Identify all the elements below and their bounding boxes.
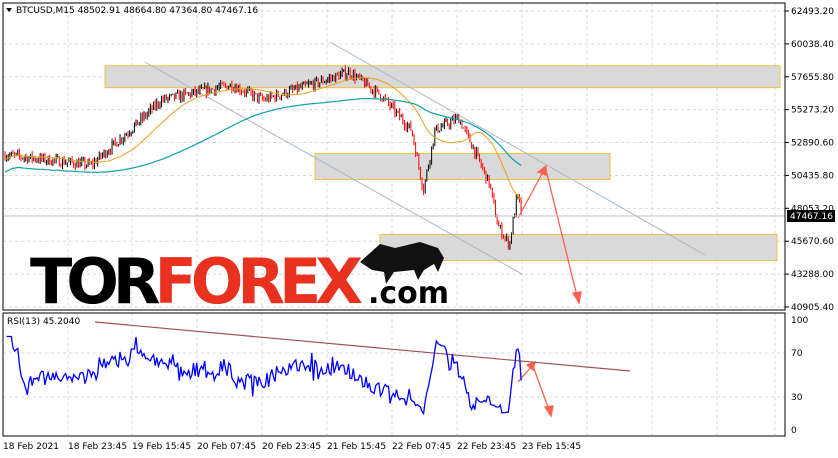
main-panel-border <box>2 2 786 311</box>
price-tick-label: 60038.40 <box>791 40 834 50</box>
price-tick-label: 52890.60 <box>791 139 834 149</box>
dropdown-triangle-icon[interactable] <box>6 8 12 12</box>
channel-upper <box>329 41 706 256</box>
time-tick-label: 21 Feb 15:45 <box>327 442 386 452</box>
rsi-axis: 100 70 30 0 <box>791 316 808 436</box>
price-tick-label: 57655.80 <box>791 73 834 83</box>
price-tick-label: 40905.40 <box>791 303 834 313</box>
rsi-tick-label: 70 <box>791 349 803 359</box>
rsi-tick-label: 100 <box>791 316 808 326</box>
symbol-label: BTCUSD,M15 48502.91 48664.80 47364.80 47… <box>16 6 258 16</box>
price-candles <box>4 65 522 250</box>
price-tick-label: 55273.20 <box>791 106 834 116</box>
price-tick-label: 50435.80 <box>791 171 834 181</box>
time-tick-label: 20 Feb 07:45 <box>197 442 256 452</box>
rsi-tick-label: 30 <box>791 393 803 403</box>
price-zone <box>104 65 781 89</box>
current-price-label: 47467.16 <box>790 212 833 222</box>
torforex-logo: TORFOREX .com <box>30 242 449 318</box>
time-tick-label: 22 Feb 23:45 <box>457 442 516 452</box>
time-tick-label: 18 Feb 23:45 <box>68 442 127 452</box>
svg-text:TORFOREX: TORFOREX <box>30 245 362 318</box>
rsi-tick-label: 0 <box>791 426 797 436</box>
support-resistance-zones <box>104 65 781 261</box>
time-axis: 18 Feb 2021 18 Feb 23:45 19 Feb 15:45 20 Fe… <box>3 442 581 452</box>
time-tick-label: 18 Feb 2021 <box>3 442 59 452</box>
ma-fast <box>4 76 522 201</box>
rsi-trendline <box>94 321 631 372</box>
svg-text:.com: .com <box>368 276 449 311</box>
rsi-line <box>6 335 522 416</box>
current-price-tag <box>787 210 835 222</box>
price-tick-label: 62493.20 <box>791 7 834 17</box>
price-tick-label: 43288.00 <box>791 270 834 280</box>
price-axis: 62493.20 60038.40 57655.80 55273.20 52890.60… <box>785 7 834 313</box>
rsi-label: RSI(13) 45.2040 <box>7 317 80 327</box>
channel-lower <box>144 61 523 275</box>
price-tick-label: 45670.60 <box>791 237 834 247</box>
time-tick-label: 20 Feb 23:45 <box>262 442 321 452</box>
rsi-panel-border <box>2 312 786 437</box>
forecast-arrows <box>517 164 582 418</box>
price-tick-label: 48053.20 <box>791 204 834 214</box>
time-tick-label: 22 Feb 07:45 <box>392 442 451 452</box>
time-tick-label: 23 Feb 15:45 <box>522 442 581 452</box>
bull-icon <box>360 242 444 284</box>
ma-slow <box>4 97 522 173</box>
price-zone <box>314 153 611 181</box>
time-tick-label: 19 Feb 15:45 <box>132 442 191 452</box>
price-zone <box>379 233 778 261</box>
channel-lines <box>144 41 706 275</box>
